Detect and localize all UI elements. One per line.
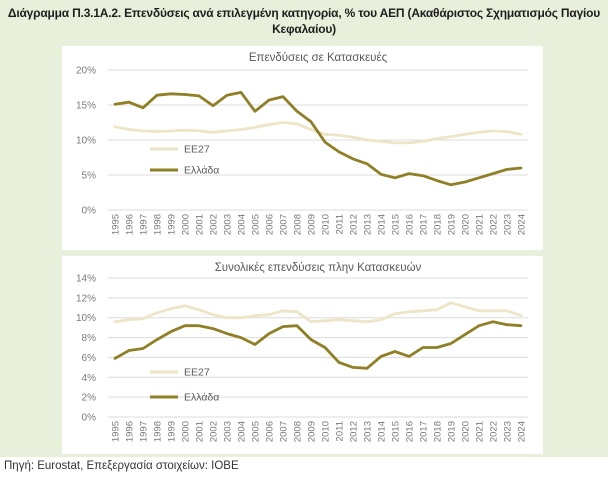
x-tick-label: 2005 bbox=[251, 421, 262, 442]
x-tick-label: 2012 bbox=[349, 421, 360, 442]
x-tick-label: 2003 bbox=[223, 421, 234, 442]
x-tick-label: 2016 bbox=[405, 421, 416, 442]
x-tick-label: 2023 bbox=[503, 214, 514, 235]
x-tick-label: 2011 bbox=[335, 421, 346, 441]
legend-label: ΕΕ27 bbox=[184, 144, 210, 156]
y-tick-label: 8% bbox=[82, 333, 97, 344]
non-construction-chart: Συνολικές επενδύσεις πλην Κατασκευών 0% 2%… bbox=[76, 262, 528, 442]
x-tick-label: 1996 bbox=[125, 214, 136, 235]
x-tick-label: 1997 bbox=[139, 214, 150, 235]
x-tick-label: 2014 bbox=[377, 421, 388, 442]
x-tick-label: 1998 bbox=[153, 214, 164, 235]
y-tick-label: 5% bbox=[82, 171, 97, 182]
y-tick-label: 10% bbox=[76, 313, 96, 324]
x-tick-label: 1997 bbox=[139, 421, 150, 442]
x-tick-label: 2000 bbox=[181, 421, 192, 442]
x-tick-label: 2017 bbox=[419, 214, 430, 235]
legend-label: ΕΕ27 bbox=[184, 367, 210, 379]
chart-frame: Διάγραμμα Π.3.1Α.2. Επενδύσεις ανά επιλε… bbox=[0, 0, 608, 457]
chart-panel-construction: Επενδύσεις σε Κατασκευές 0% 5% 10% 15% 20% 199… bbox=[62, 46, 543, 250]
x-tick-label: 2006 bbox=[265, 421, 276, 442]
y-tick-label: 20% bbox=[76, 66, 96, 77]
legend-label: Ελλάδα bbox=[184, 165, 219, 177]
y-tick-label: 14% bbox=[76, 274, 96, 285]
x-tick-label: 2013 bbox=[363, 421, 374, 442]
chart-panel-non-construction: Συνολικές επενδύσεις πλην Κατασκευών 0% 2%… bbox=[62, 256, 543, 454]
x-tick-label: 2010 bbox=[321, 421, 332, 442]
source-note: Πηγή: Eurostat, Επεξεργασία στοιχείων: Ι… bbox=[4, 460, 239, 472]
chart-title: Συνολικές επενδύσεις πλην Κατασκευών bbox=[215, 262, 422, 274]
x-tick-label: 2019 bbox=[447, 421, 458, 442]
x-tick-label: 2007 bbox=[279, 421, 290, 442]
y-tick-label: 6% bbox=[82, 353, 97, 364]
x-tick-label: 2002 bbox=[209, 421, 220, 442]
x-tick-label: 2002 bbox=[209, 214, 220, 235]
x-tick-label: 2022 bbox=[489, 421, 500, 442]
x-tick-label: 1995 bbox=[111, 421, 122, 442]
x-tick-label: 2024 bbox=[517, 214, 528, 235]
y-tick-label: 0% bbox=[82, 413, 97, 424]
x-tick-label: 1995 bbox=[111, 214, 122, 235]
x-tick-label: 2000 bbox=[181, 214, 192, 235]
y-tick-label: 2% bbox=[82, 393, 97, 404]
x-tick-label: 2010 bbox=[321, 214, 332, 235]
legend-label: Ελλάδα bbox=[184, 392, 219, 404]
x-tick-label: 2016 bbox=[405, 214, 416, 235]
x-tick-label: 1999 bbox=[167, 214, 178, 235]
x-tick-label: 2008 bbox=[293, 214, 304, 235]
x-tick-label: 2021 bbox=[475, 421, 486, 442]
y-tick-label: 15% bbox=[76, 101, 96, 112]
x-tick-label: 2004 bbox=[237, 214, 248, 235]
x-tick-label: 2019 bbox=[447, 214, 458, 235]
x-tick-label: 2012 bbox=[349, 214, 360, 235]
x-tick-label: 2015 bbox=[391, 421, 402, 442]
x-tick-label: 2014 bbox=[377, 214, 388, 235]
x-tick-label: 1996 bbox=[125, 421, 136, 442]
x-tick-label: 2013 bbox=[363, 214, 374, 235]
x-tick-label: 2020 bbox=[461, 421, 472, 442]
x-tick-label: 2024 bbox=[517, 421, 528, 442]
x-tick-label: 2009 bbox=[307, 214, 318, 235]
x-tick-label: 2001 bbox=[195, 421, 206, 442]
x-tick-label: 2023 bbox=[503, 421, 514, 442]
x-tick-label: 2011 bbox=[335, 214, 346, 234]
x-tick-label: 2018 bbox=[433, 214, 444, 235]
series-line-ee27 bbox=[113, 301, 523, 324]
figure-title: Διάγραμμα Π.3.1Α.2. Επενδύσεις ανά επιλε… bbox=[7, 6, 601, 36]
x-tick-label: 2006 bbox=[265, 214, 276, 235]
x-tick-label: 2015 bbox=[391, 214, 402, 235]
y-tick-label: 12% bbox=[76, 293, 96, 304]
series-line-greece bbox=[113, 91, 523, 187]
x-tick-label: 2009 bbox=[307, 421, 318, 442]
x-tick-label: 2020 bbox=[461, 214, 472, 235]
x-tick-label: 2017 bbox=[419, 421, 430, 442]
y-tick-label: 10% bbox=[76, 136, 96, 147]
x-tick-label: 2003 bbox=[223, 214, 234, 235]
x-tick-label: 1998 bbox=[153, 421, 164, 442]
x-tick-label: 2008 bbox=[293, 421, 304, 442]
x-tick-label: 2022 bbox=[489, 214, 500, 235]
construction-chart: Επενδύσεις σε Κατασκευές 0% 5% 10% 15% 20% 199… bbox=[76, 52, 528, 235]
x-tick-label: 2007 bbox=[279, 214, 290, 235]
x-tick-label: 2001 bbox=[195, 214, 206, 235]
x-tick-label: 2005 bbox=[251, 214, 262, 235]
y-tick-label: 0% bbox=[82, 206, 97, 217]
series-line-greece bbox=[113, 320, 523, 370]
chart-title: Επενδύσεις σε Κατασκευές bbox=[249, 52, 388, 64]
x-tick-label: 2004 bbox=[237, 421, 248, 442]
x-tick-label: 2021 bbox=[475, 214, 486, 235]
x-tick-label: 1999 bbox=[167, 421, 178, 442]
x-tick-label: 2018 bbox=[433, 421, 444, 442]
y-tick-label: 4% bbox=[82, 373, 97, 384]
